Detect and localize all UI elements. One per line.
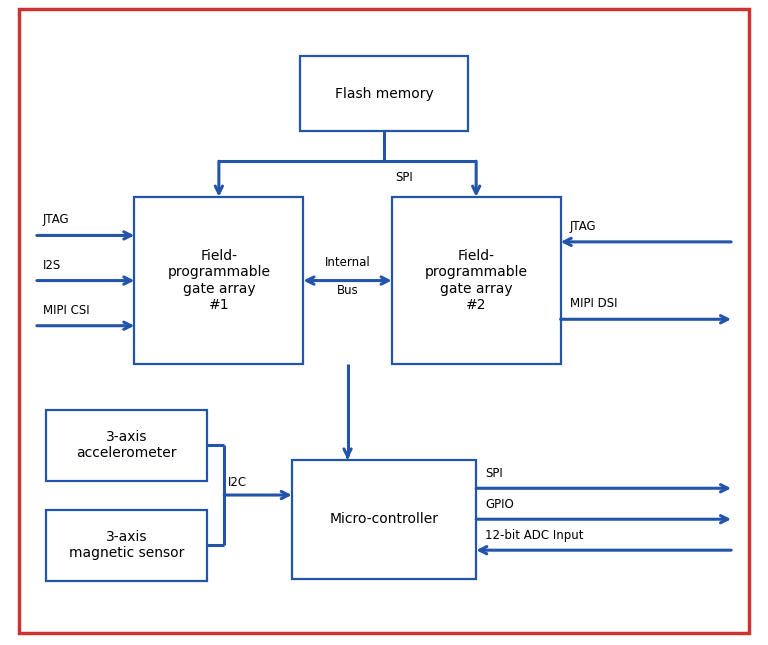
Text: 12-bit ADC Input: 12-bit ADC Input: [485, 529, 584, 542]
Text: SPI: SPI: [485, 467, 503, 480]
Bar: [134, 197, 303, 364]
Text: JTAG: JTAG: [570, 220, 597, 233]
Text: I2S: I2S: [43, 259, 61, 272]
Text: JTAG: JTAG: [43, 213, 70, 226]
Text: 3-axis
magnetic sensor: 3-axis magnetic sensor: [69, 530, 184, 560]
Text: MIPI DSI: MIPI DSI: [570, 297, 617, 310]
Text: 3-axis
accelerometer: 3-axis accelerometer: [77, 430, 177, 460]
Text: GPIO: GPIO: [485, 498, 514, 511]
Text: Flash memory: Flash memory: [335, 86, 433, 101]
Bar: [392, 197, 561, 364]
Bar: [46, 510, 207, 580]
Text: Micro-controller: Micro-controller: [329, 512, 439, 526]
Text: I2C: I2C: [228, 475, 247, 489]
Text: Field-
programmable
gate array
#2: Field- programmable gate array #2: [425, 249, 528, 312]
Bar: [300, 57, 468, 130]
Text: MIPI CSI: MIPI CSI: [43, 304, 90, 317]
Text: Internal: Internal: [325, 256, 370, 269]
Text: SPI: SPI: [396, 171, 413, 184]
Bar: [46, 410, 207, 481]
Text: Field-
programmable
gate array
#1: Field- programmable gate array #1: [167, 249, 270, 312]
Bar: [292, 459, 476, 579]
Text: Bus: Bus: [336, 284, 359, 297]
